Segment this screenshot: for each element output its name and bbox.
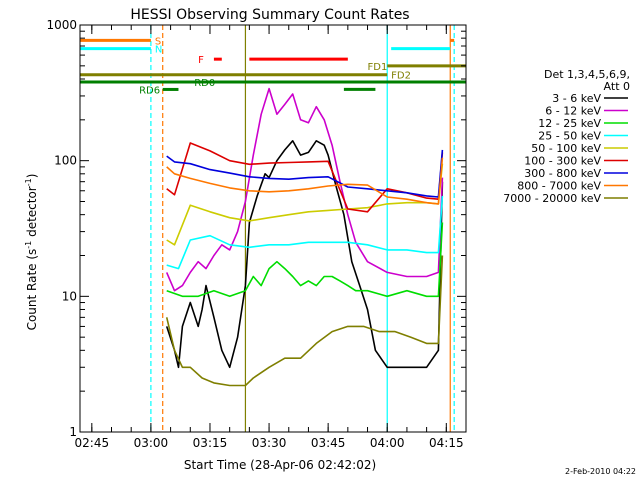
flag-label-s: S <box>155 36 161 47</box>
flag-label-fd2: FD2 <box>391 71 411 82</box>
legend-entry-label: 100 - 300 keV <box>524 155 601 168</box>
y-axis-label: Count Rate (s-1 detector-1) <box>24 174 39 331</box>
x-tick-label: 03:30 <box>252 436 287 450</box>
y-tick-label: 1000 <box>46 18 77 32</box>
plot-clip-group <box>80 25 466 432</box>
series-line <box>166 195 444 270</box>
x-tick-label: 04:15 <box>429 436 464 450</box>
series-line <box>165 140 444 369</box>
series-line <box>165 87 444 292</box>
flag-label-fd1: FD1 <box>368 62 388 73</box>
series-line <box>166 157 444 205</box>
x-tick-label: 02:45 <box>75 436 110 450</box>
x-axis-label: Start Time (28-Apr-06 02:42:02) <box>184 458 376 472</box>
series-line <box>166 222 444 298</box>
chart-title: HESSI Observing Summary Count Rates <box>130 7 409 23</box>
axes: 1 10 100 1000 02:45 03:00 03:15 03:30 03:45 04:00… <box>46 18 467 450</box>
series-line <box>165 255 444 387</box>
legend-entry-label: 7000 - 20000 keV <box>503 192 601 205</box>
x-tick-label: 03:00 <box>134 436 169 450</box>
flag-label-f: F <box>198 55 204 66</box>
flag-label-n: N <box>155 45 162 56</box>
legend-entry-label: 12 - 25 keV <box>538 117 601 130</box>
legend-entry-label: 6 - 12 keV <box>545 105 601 118</box>
y-tick-label: 100 <box>54 154 77 168</box>
x-tick-label: 04:00 <box>370 436 405 450</box>
legend-subtitle: Att 0 <box>604 80 630 93</box>
x-tick-label: 03:45 <box>311 436 346 450</box>
legend-entry-label: 3 - 6 keV <box>552 92 601 105</box>
legend-title: Det 1,3,4,5,6,9, <box>544 68 630 81</box>
legend-entry-label: 25 - 50 keV <box>538 130 601 143</box>
series-line <box>166 149 444 198</box>
legend-entry-label: 800 - 7000 keV <box>517 180 601 193</box>
x-tick-label: 03:15 <box>193 436 228 450</box>
flag-label-rd6: RD6 <box>139 85 160 96</box>
date-stamp: 2-Feb-2010 04:22 <box>565 467 636 476</box>
y-tick-label: 10 <box>62 289 77 303</box>
series-line <box>166 163 444 246</box>
legend-entry-label: 50 - 100 keV <box>531 142 601 155</box>
legend-entry-label: 300 - 800 keV <box>524 167 601 180</box>
flag-label-rd0: RD0 <box>194 78 215 89</box>
y-tick-label: 1 <box>69 425 77 439</box>
plot-frame <box>79 24 467 433</box>
